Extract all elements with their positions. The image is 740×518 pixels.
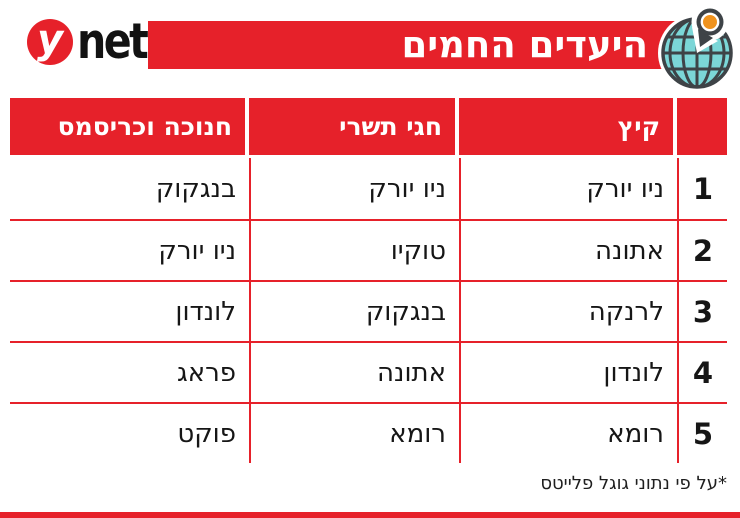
cell-summer: רומא [459, 404, 677, 463]
cell-rank: 4 [677, 343, 727, 402]
header-cell-tishrei: חגי תשרי [249, 98, 455, 155]
cell-hanukkah: פראג [176, 357, 236, 388]
cell-rank: 2 [677, 221, 727, 280]
footnote: *על פי נתוני גוגל פלייטס [540, 473, 727, 494]
cell-summer: לונדון [459, 343, 677, 402]
location-pin-icon [691, 3, 729, 53]
cell-tishrei: אתונה [249, 343, 459, 402]
header-cell-summer: קיץ [459, 98, 673, 155]
page-title: היעדים החמים [401, 23, 648, 66]
table-row: 3 לרנקה בנגקוק לונדון [10, 280, 727, 341]
ynet-logo-net: net [77, 13, 149, 70]
cell-tishrei: טוקיו [249, 221, 459, 280]
cell-summer: אתונה [459, 221, 677, 280]
destinations-table: קיץ חגי תשרי חנוכה וכריסמס 1 ניו יורק ניו … [10, 98, 727, 463]
ynet-y-circle-icon: y [27, 19, 73, 65]
table-row: 4 לונדון אתונה פראג [10, 341, 727, 402]
header-cell-hanukkah: חנוכה וכריסמס [10, 98, 245, 155]
cell-tishrei: רומא [249, 404, 459, 463]
header-cell-rank [677, 98, 727, 155]
table-row: 1 ניו יורק ניו יורק בנגקוק [10, 158, 727, 219]
table-body: 1 ניו יורק ניו יורק בנגקוק 2 אתונה טוקיו ניו יו… [10, 158, 727, 463]
globe-location-pin-icon [658, 3, 736, 92]
cell-rank: 5 [677, 404, 727, 463]
cell-tishrei: בנגקוק [249, 282, 459, 341]
table-row: 5 רומא רומא פוקט [10, 402, 727, 463]
cell-rank: 3 [677, 282, 727, 341]
ynet-logo-y: y [36, 17, 64, 63]
cell-tishrei: ניו יורק [249, 158, 459, 219]
table-header-row: קיץ חגי תשרי חנוכה וכריסמס [10, 98, 727, 155]
title-banner [148, 21, 727, 69]
bottom-red-bar [0, 512, 740, 518]
cell-hanukkah: לונדון [175, 296, 236, 327]
table-row: 2 אתונה טוקיו ניו יורק [10, 219, 727, 280]
cell-hanukkah: ניו יורק [158, 235, 236, 266]
cell-hanukkah: פוקט [177, 418, 236, 449]
cell-rank: 1 [677, 158, 727, 219]
cell-summer: ניו יורק [459, 158, 677, 219]
cell-hanukkah: בנגקוק [155, 173, 236, 204]
ynet-logo: y net [27, 17, 160, 67]
cell-summer: לרנקה [459, 282, 677, 341]
